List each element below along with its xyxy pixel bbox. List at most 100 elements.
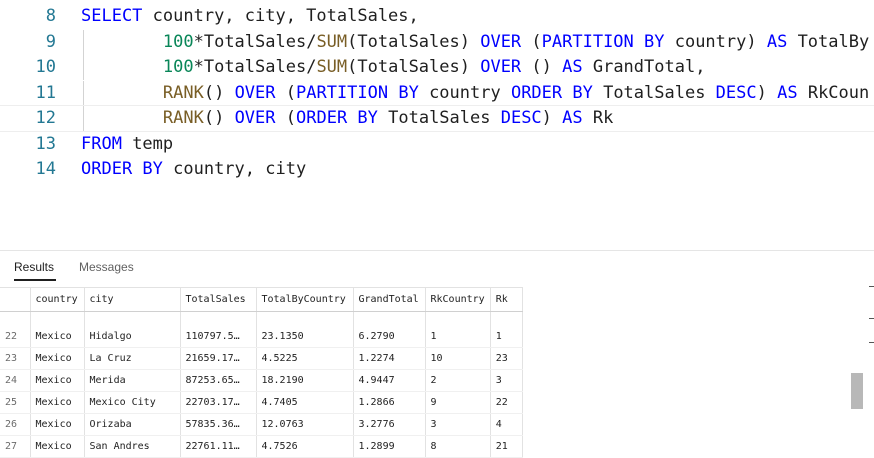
cell-grandtotal[interactable]: 1.2866 (353, 391, 426, 414)
column-header-rkcountry[interactable]: RkCountry (425, 287, 491, 312)
cell-city[interactable]: Mexico City (84, 391, 181, 414)
cell-rownum[interactable]: 26 (0, 413, 31, 436)
table-row[interactable]: 26 Mexico Orizaba 57835.36… 12.0763 3.2776 3 4 (0, 413, 523, 436)
code-token (81, 83, 163, 103)
table-row[interactable]: 23 Mexico La Cruz 21659.17… 4.5225 1.2274 10 23 (0, 347, 523, 370)
cell-rownum[interactable]: 23 (0, 347, 31, 370)
cell-rk[interactable]: 23 (490, 347, 523, 370)
code-token: ) (756, 82, 778, 103)
cell-grandtotal[interactable]: 6.2790 (353, 325, 426, 348)
cell-totalbycountry[interactable]: 18.2190 (256, 369, 354, 392)
code-line[interactable]: 14 ORDER BY country, city (0, 157, 874, 182)
cell-rk[interactable]: 21 (490, 435, 523, 458)
cell-grandtotal[interactable]: 4.9447 (353, 369, 426, 392)
code-line[interactable]: 13 FROM temp (0, 132, 874, 157)
tab-results[interactable]: Results (14, 260, 55, 274)
code-token: TotalBy (787, 31, 870, 52)
column-header-grandtotal[interactable]: GrandTotal (353, 287, 426, 312)
cell-rk[interactable]: 22 (490, 391, 523, 414)
results-grid[interactable]: country city TotalSales TotalByCountry G… (0, 287, 523, 458)
code-token: SELECT (81, 6, 143, 26)
cell-totalbycountry[interactable]: 12.0763 (256, 413, 354, 436)
cell-totalsales[interactable]: 87253.65… (180, 369, 257, 392)
cell-country[interactable]: Mexico (30, 325, 85, 348)
cell-city[interactable]: San Andres (84, 435, 181, 458)
cell-city[interactable]: Merida (84, 369, 181, 392)
cell-rk[interactable]: 3 (490, 369, 523, 392)
code-text: SELECT country, city, TotalSales, (81, 4, 419, 29)
cell-totalsales[interactable]: 57835.36… (180, 413, 257, 436)
code-token: ( (275, 82, 296, 103)
column-header-totalbycountry[interactable]: TotalByCountry (256, 287, 354, 312)
line-number: 13 (35, 133, 56, 154)
code-text: RANK() OVER (ORDER BY TotalSales DESC) A… (81, 106, 613, 131)
code-line[interactable]: 11 RANK() OVER (PARTITION BY country ORD… (0, 80, 874, 106)
code-token: Rk (582, 108, 614, 128)
cell-city[interactable]: La Cruz (84, 347, 181, 370)
cell-rownum[interactable]: 27 (0, 435, 31, 458)
column-header-rk[interactable]: Rk (490, 287, 523, 312)
table-row[interactable]: 25 Mexico Mexico City 22703.17… 4.7405 1.2866… (0, 391, 523, 414)
column-header-totalsales[interactable]: TotalSales (180, 287, 257, 312)
code-token: () (203, 82, 235, 103)
cell-rk[interactable]: 1 (490, 325, 523, 348)
sql-editor[interactable]: 8 SELECT country, city, TotalSales, 9 100*… (0, 0, 874, 190)
cell-rkcountry[interactable]: 3 (425, 413, 491, 436)
cell-country[interactable]: Mexico (30, 391, 85, 414)
cell-rownum[interactable]: 25 (0, 391, 31, 414)
code-token: TotalSales (377, 108, 501, 128)
code-line[interactable]: 9 100*TotalSales/SUM(TotalSales) OVER (P… (0, 29, 874, 55)
cell-rownum[interactable]: 22 (0, 325, 31, 348)
code-token: RANK (162, 82, 204, 103)
cell-country[interactable]: Mexico (30, 413, 85, 436)
table-row[interactable]: 24 Mexico Merida 87253.65… 18.2190 4.9447 2 3 (0, 369, 523, 392)
code-token: (TotalSales) (347, 31, 481, 52)
tab-messages[interactable]: Messages (79, 260, 134, 274)
code-token: ) (541, 108, 563, 128)
code-line[interactable]: 10 100*TotalSales/SUM(TotalSales) OVER (… (0, 55, 874, 80)
cell-rkcountry[interactable]: 9 (425, 391, 491, 414)
column-header-country[interactable]: country (30, 287, 85, 312)
code-token (81, 32, 163, 52)
cell-rkcountry[interactable]: 2 (425, 369, 491, 392)
edge-mark (869, 286, 874, 287)
cell-country[interactable]: Mexico (30, 369, 85, 392)
cell-country[interactable]: Mexico (30, 435, 85, 458)
cell-rkcountry[interactable]: 10 (425, 347, 491, 370)
cell-totalsales[interactable]: 22703.17… (180, 391, 257, 414)
column-header-rownum (0, 287, 31, 312)
cell-totalbycountry[interactable]: 4.7526 (256, 435, 354, 458)
line-number: 11 (35, 82, 56, 103)
code-line[interactable]: 12 RANK() OVER (ORDER BY TotalSales DESC… (0, 105, 874, 132)
cell-grandtotal[interactable]: 1.2274 (353, 347, 426, 370)
cell-city[interactable]: Hidalgo (84, 325, 181, 348)
cell-country[interactable]: Mexico (30, 347, 85, 370)
code-token: country, city (162, 159, 307, 179)
cell-rkcountry[interactable]: 1 (425, 325, 491, 348)
vertical-scrollbar-thumb[interactable] (851, 373, 863, 409)
cell-totalsales[interactable]: 22761.11… (180, 435, 257, 458)
code-token: country) (664, 31, 767, 52)
cell-grandtotal[interactable]: 1.2899 (353, 435, 426, 458)
cell-totalsales[interactable]: 21659.17… (180, 347, 257, 370)
column-header-city[interactable]: city (84, 287, 181, 312)
cell-totalbycountry[interactable]: 23.1350 (256, 325, 354, 348)
line-number: 9 (45, 31, 56, 52)
code-token: RkCoun (797, 82, 870, 103)
cell-totalsales[interactable]: 110797.5… (180, 325, 257, 348)
cell-rownum[interactable]: 24 (0, 369, 31, 392)
cell-totalbycountry[interactable]: 4.7405 (256, 391, 354, 414)
cell-city[interactable]: Orizaba (84, 413, 181, 436)
cell-rk[interactable]: 4 (490, 413, 523, 436)
table-row[interactable]: 27 Mexico San Andres 22761.11… 4.7526 1.2899 8… (0, 435, 523, 458)
results-tabs: Results Messages (0, 251, 874, 285)
cell-rkcountry[interactable]: 8 (425, 435, 491, 458)
code-line[interactable]: 8 SELECT country, city, TotalSales, (0, 4, 874, 29)
cell-grandtotal[interactable]: 3.2776 (353, 413, 426, 436)
table-row[interactable]: 22 Mexico Hidalgo 110797.5… 23.1350 6.2790 1 1 (0, 325, 523, 348)
code-token: DESC (500, 108, 542, 128)
cell-totalbycountry[interactable]: 4.5225 (256, 347, 354, 370)
code-token: ORDER BY (296, 108, 378, 128)
code-token: () (521, 57, 563, 77)
code-token: PARTITION BY (541, 31, 665, 52)
